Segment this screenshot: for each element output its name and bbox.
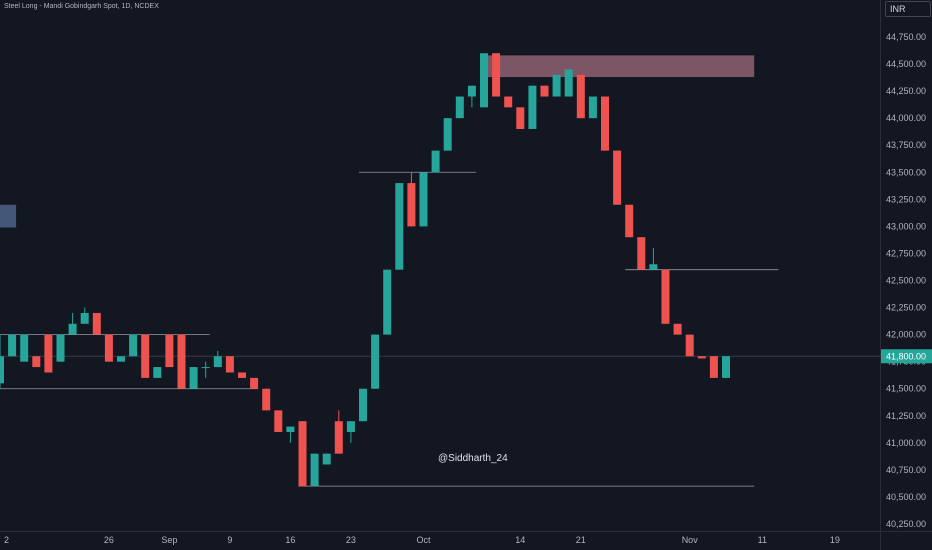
candle-body	[32, 356, 41, 368]
y-tick-label: 41,250.00	[886, 411, 926, 421]
candle-body	[516, 107, 525, 129]
currency-selector[interactable]: INR	[885, 1, 931, 17]
candle-body	[359, 388, 367, 422]
candle-body	[504, 96, 513, 108]
candle-body	[625, 204, 634, 238]
y-tick-label: 42,000.00	[886, 330, 926, 340]
candle-body	[492, 53, 501, 97]
candle-body	[334, 421, 343, 454]
candle-body	[177, 334, 186, 389]
candle-body	[588, 96, 597, 119]
candle-body	[0, 356, 4, 384]
y-tick-label: 41,500.00	[886, 384, 926, 394]
candle-body	[189, 367, 198, 389]
candle-body	[153, 367, 162, 378]
candle-body	[443, 118, 452, 151]
candle-body	[467, 85, 476, 97]
candle-body	[395, 183, 404, 270]
x-tick-label: 2	[4, 535, 9, 545]
x-tick-label: 11	[758, 535, 767, 545]
candle-body	[419, 172, 428, 227]
candle-body	[552, 74, 561, 97]
y-tick-label: 42,750.00	[886, 248, 926, 258]
candle-body	[225, 356, 234, 373]
candle-body	[104, 334, 113, 362]
candle-body	[20, 334, 29, 362]
candle-body	[274, 410, 283, 433]
candle-body	[601, 96, 609, 151]
candle-body	[697, 356, 706, 359]
supply-zone	[480, 55, 755, 78]
candle-body	[480, 53, 488, 108]
y-tick-label: 41,000.00	[886, 438, 926, 448]
candle-body	[722, 356, 730, 378]
candle-body	[117, 356, 125, 362]
y-tick-label: 43,250.00	[886, 194, 926, 204]
chart-title: Steel Long - Mandi Gobindgarh Spot, 1D, …	[4, 3, 159, 10]
x-tick-label: Sep	[161, 535, 177, 545]
left-zone	[0, 204, 17, 228]
x-tick-label: Oct	[416, 535, 431, 545]
candle-body	[564, 69, 573, 97]
candle-body	[92, 312, 101, 335]
candle-body	[613, 150, 622, 205]
candle-body	[238, 372, 246, 378]
last-price-label: 41,800.00	[886, 351, 926, 361]
y-tick-label: 44,750.00	[886, 32, 926, 42]
y-tick-label: 44,250.00	[886, 86, 926, 96]
x-tick-label: 23	[346, 535, 356, 545]
candle-body	[298, 421, 307, 487]
x-tick-label: 9	[227, 535, 232, 545]
candle-body	[661, 269, 670, 324]
candle-body	[576, 74, 585, 119]
candle-body	[141, 334, 150, 378]
candle-body	[310, 453, 319, 487]
candle-body	[129, 334, 138, 357]
candle-body	[649, 264, 658, 270]
y-tick-label: 40,750.00	[886, 465, 926, 475]
candle-body	[431, 150, 440, 173]
candle-body	[371, 334, 380, 389]
x-tick-label: 19	[830, 535, 840, 545]
candle-body	[213, 356, 222, 368]
y-tick-label: 42,250.00	[886, 303, 926, 313]
candle-body	[346, 421, 355, 433]
last-price-badge	[881, 349, 932, 364]
candle-body	[528, 85, 537, 129]
candle-body	[709, 356, 718, 378]
y-tick-label: 40,250.00	[886, 519, 926, 529]
candle-body	[80, 312, 89, 324]
y-tick-label: 40,500.00	[886, 492, 926, 502]
candle-body	[44, 334, 53, 373]
candle-body	[165, 334, 174, 368]
candle-body	[56, 334, 65, 362]
candle-body	[407, 183, 416, 227]
y-tick-label: 43,500.00	[886, 167, 926, 177]
y-tick-label: 44,000.00	[886, 113, 926, 123]
candle-body	[68, 323, 77, 335]
candle-body	[262, 388, 271, 411]
x-tick-label: 14	[515, 535, 525, 545]
candle-body	[685, 334, 694, 357]
candle-body	[455, 96, 464, 119]
y-tick-label: 44,500.00	[886, 59, 926, 69]
candle-body	[250, 377, 259, 389]
candle-body	[383, 269, 392, 335]
x-tick-label: Nov	[682, 535, 699, 545]
candle-body	[201, 367, 210, 369]
x-tick-label: 16	[285, 535, 295, 545]
candle-body	[286, 426, 295, 433]
x-tick-label: 21	[576, 535, 586, 545]
candle-body	[540, 85, 549, 97]
y-tick-label: 43,750.00	[886, 140, 926, 150]
candle-body	[322, 453, 331, 465]
candle-body	[637, 237, 646, 270]
candle-body	[8, 334, 17, 357]
candle-body	[673, 323, 682, 335]
y-tick-label: 42,500.00	[886, 276, 926, 286]
y-tick-label: 43,000.00	[886, 221, 926, 231]
x-tick-label: 26	[104, 535, 114, 545]
author-watermark: @Siddharth_24	[438, 453, 508, 464]
